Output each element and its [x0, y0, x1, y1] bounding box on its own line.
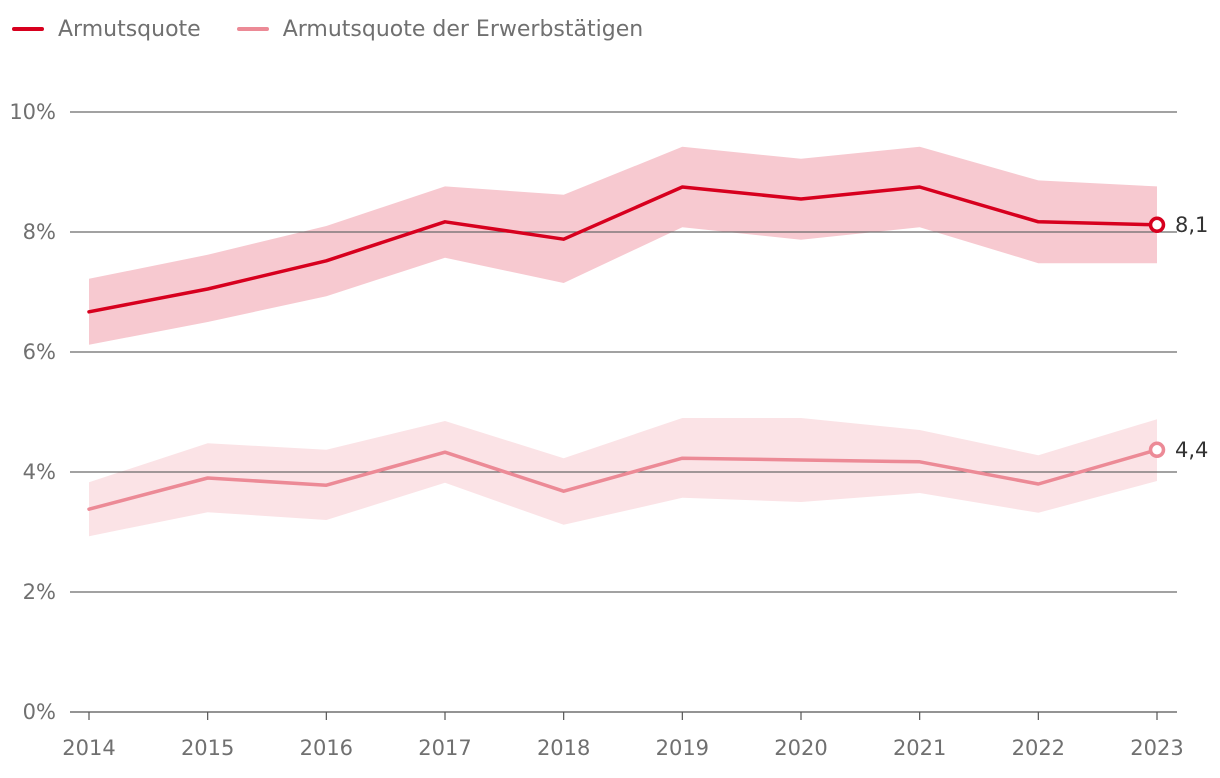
y-tick-label: 8%	[23, 220, 56, 244]
y-tick-label: 4%	[23, 460, 56, 484]
series-line-1	[87, 448, 1159, 511]
confidence-band-1	[89, 418, 1157, 537]
x-tick-label: 2016	[300, 736, 353, 760]
x-tick-label: 2019	[656, 736, 709, 760]
series-line-0	[87, 185, 1159, 314]
x-tick-label: 2020	[774, 736, 827, 760]
data-point-end-marker-0	[1148, 216, 1166, 234]
legend: Armutsquote Armutsquote der Erwerbstätig…	[12, 14, 643, 44]
y-tick-label: 0%	[23, 700, 56, 724]
legend-label-armutsquote: Armutsquote	[58, 16, 201, 42]
legend-swatch-erwerbstaetige	[236, 27, 269, 31]
y-tick-label: 2%	[23, 580, 56, 604]
x-tick-label: 2014	[62, 736, 115, 760]
data-point-end-marker-1	[1148, 441, 1166, 459]
x-tick-label: 2022	[1012, 736, 1065, 760]
x-tick-label: 2021	[893, 736, 946, 760]
x-tick-label: 2018	[537, 736, 590, 760]
y-tick-label: 6%	[23, 340, 56, 364]
x-tick-label: 2023	[1130, 736, 1183, 760]
legend-swatch-armutsquote	[12, 27, 44, 31]
end-value-label-1: 4,4	[1175, 438, 1208, 462]
end-value-label-0: 8,1	[1175, 213, 1208, 237]
confidence-band-0	[89, 146, 1157, 345]
legend-item-erwerbstaetige[interactable]: Armutsquote der Erwerbstätigen	[236, 16, 644, 42]
legend-item-armutsquote[interactable]: Armutsquote	[12, 17, 201, 42]
x-tick-label: 2015	[181, 736, 234, 760]
legend-label-erwerbstaetige: Armutsquote der Erwerbstätigen	[282, 16, 644, 42]
y-tick-label: 10%	[9, 100, 56, 124]
x-tick-label: 2017	[418, 736, 471, 760]
